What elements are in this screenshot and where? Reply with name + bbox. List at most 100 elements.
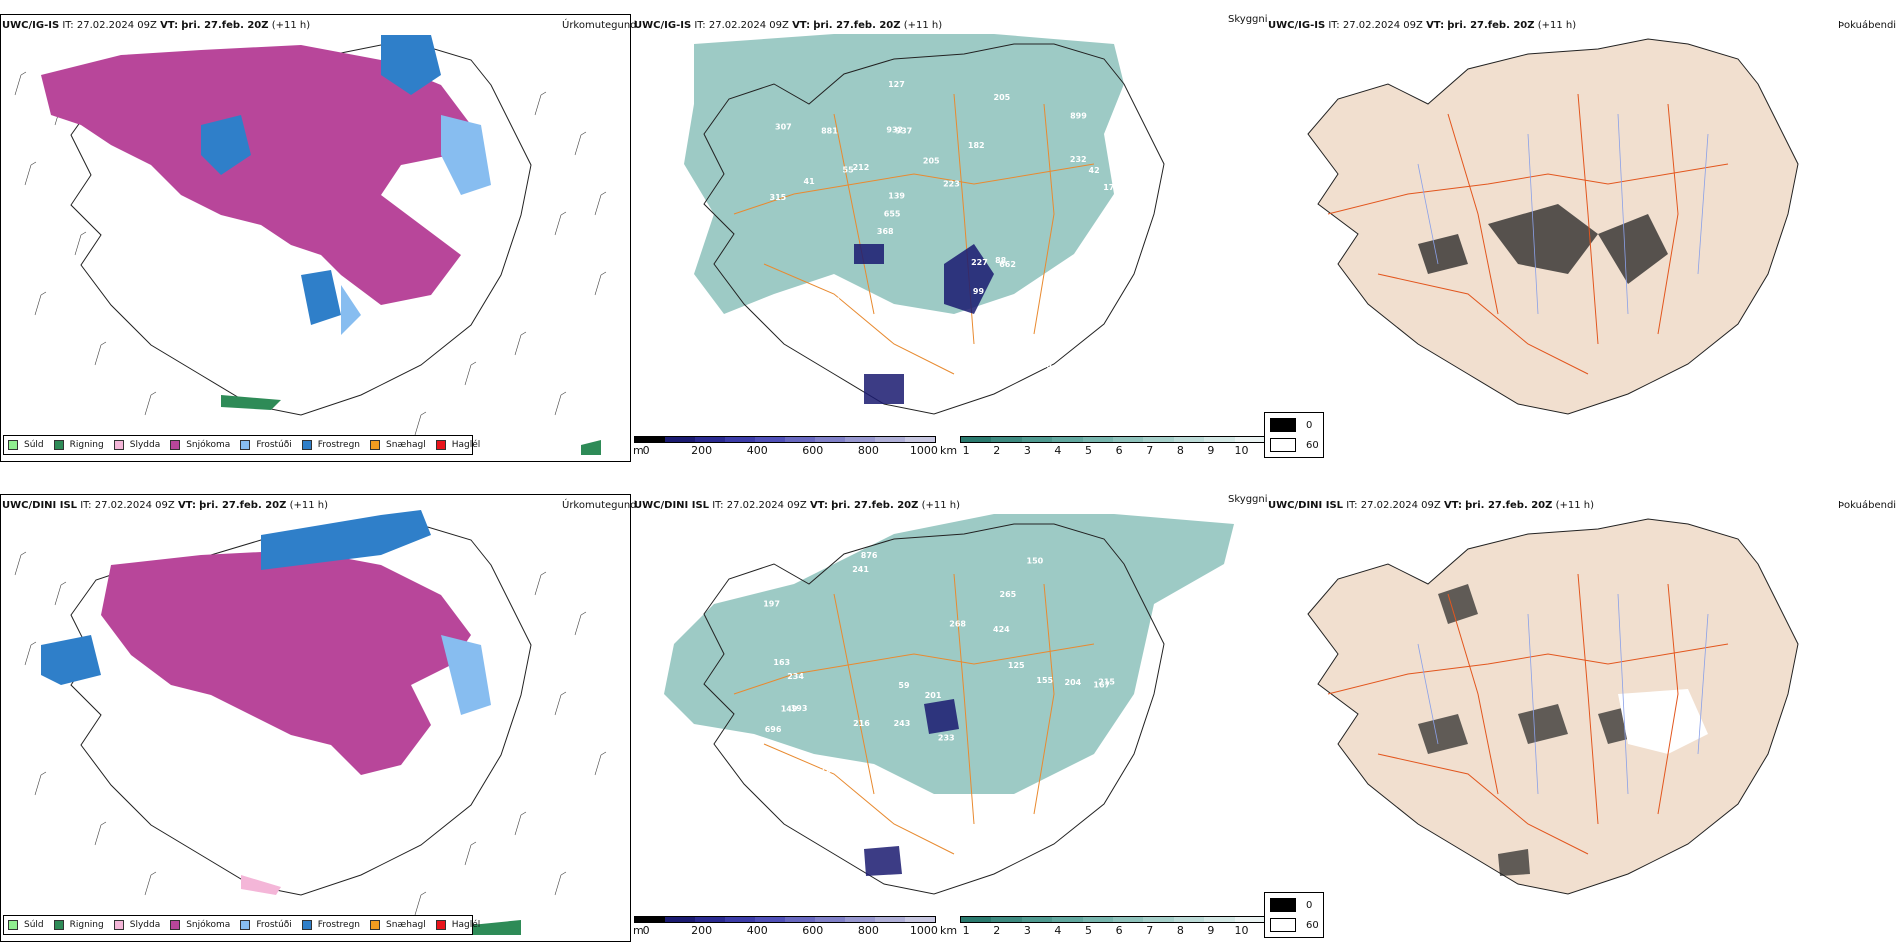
colorbar-swatch	[905, 917, 935, 922]
legend-label: Rigning	[69, 440, 104, 450]
ceiling-label: 265	[1000, 590, 1017, 599]
colorbar-swatch	[785, 437, 815, 442]
ceiling-label: 139	[888, 192, 905, 201]
legend-item-haglel: Haglél	[435, 920, 480, 930]
vt-label: VT:	[177, 500, 196, 511]
colorbar-swatch	[1052, 917, 1083, 922]
colorbar-tick: 200	[691, 924, 713, 937]
colorbar-swatch	[1143, 917, 1174, 922]
colorbar-swatch	[1113, 917, 1144, 922]
ceiling-unit: m	[633, 444, 644, 457]
ceiling-colorbar-swatches	[634, 916, 936, 923]
colorbar-tick: 6	[1115, 924, 1123, 937]
fog-legend-row: 0	[1270, 898, 1312, 912]
ceiling-label: 176	[823, 296, 840, 305]
ceiling-label: 268	[949, 619, 966, 628]
ceiling-label: 227	[971, 258, 988, 267]
legend-label: Snjókoma	[186, 920, 231, 930]
cloud-panel-bottom: 876 265 167 243 233 193 197 424 696 268 201 551 241 2…	[634, 494, 1264, 910]
it-value: 27.02.2024 09Z	[94, 500, 175, 511]
colorbar-swatch	[991, 917, 1022, 922]
ceiling-label: 876	[861, 551, 878, 560]
vt-label: VT:	[792, 20, 811, 31]
model-name: UWC/DINI ISL	[634, 500, 710, 511]
ceiling-label: 424	[993, 625, 1010, 634]
visibility-colorbar-ticks: 1 2 3 4 5 6 7 8 9 10	[960, 923, 1266, 937]
vt-label: VT:	[1426, 20, 1445, 31]
colorbar-swatch	[1173, 437, 1205, 442]
ceiling-label: 662	[999, 260, 1016, 269]
colorbar-swatch	[665, 437, 695, 442]
ceiling-label: 119	[1045, 813, 1062, 822]
colorbar-tick: 600	[802, 924, 824, 937]
colorbar-tick: 4	[1054, 924, 1062, 937]
legend-swatch	[370, 920, 381, 930]
road-network	[733, 573, 1095, 855]
it-label: IT:	[694, 20, 706, 31]
ceiling-label: 150	[1027, 556, 1044, 565]
fog-swatch-dark	[1270, 418, 1296, 432]
ceiling-label: 223	[943, 180, 960, 189]
ceiling-label: 197	[763, 600, 780, 609]
colorbar-tick: 8	[1176, 924, 1184, 937]
visibility-colorbar-top: 1 2 3 4 5 6 7 8 9 10 km	[940, 436, 1266, 457]
title-fog-bottom: Þokuábendi	[1838, 500, 1897, 511]
ceiling-label: 231	[750, 781, 767, 790]
colorbar-swatch	[1234, 917, 1266, 922]
colorbar-swatch	[1021, 437, 1053, 442]
colorbar-swatch	[991, 437, 1022, 442]
header-precip-bottom: UWC/DINI ISL IT: 27.02.2024 09Z VT: þri.…	[2, 500, 328, 511]
vt-value: þri. 27.feb. 20Z	[831, 500, 919, 511]
ceiling-label: 696	[765, 725, 782, 734]
ceiling-label: 211	[1060, 326, 1077, 335]
colorbar-tick: 9	[1207, 924, 1215, 937]
colorbar-swatch	[695, 917, 725, 922]
ceiling-label-group: 853 315 899 368 182 481 932 205 511 212 257 221 937 2…	[755, 80, 1121, 388]
colorbar-swatch	[1082, 437, 1114, 442]
colorbar-swatch	[1052, 437, 1083, 442]
colorbar-tick: 1	[962, 444, 970, 457]
colorbar-swatch	[1113, 437, 1144, 442]
it-label: IT:	[62, 20, 74, 31]
ceiling-label: 163	[773, 658, 790, 667]
ceiling-cells	[854, 244, 994, 404]
ceiling-label: 210	[943, 864, 960, 873]
legend-item-frostregn: Frostregn	[301, 440, 360, 450]
colorbar-swatch	[961, 437, 992, 442]
fog-map-bottom	[1307, 518, 1799, 895]
rain-area	[221, 395, 601, 455]
precip-panel-top: Súld Rigning Slydda Snjókoma Frostúði Fr…	[0, 14, 631, 462]
legend-label: Súld	[24, 920, 44, 930]
precip-legend-bottom: Súld Rigning Slydda Snjókoma Frostúði Fr…	[3, 915, 480, 935]
colorbar-swatch	[785, 917, 815, 922]
it-value: 27.02.2024 09Z	[708, 20, 789, 31]
vt-value: þri. 27.feb. 20Z	[1447, 20, 1535, 31]
it-label: IT:	[80, 500, 92, 511]
ceiling-label: 212	[853, 163, 870, 172]
ceiling-label: 149	[781, 705, 798, 714]
ceiling-label: 42	[769, 788, 780, 797]
legend-swatch	[53, 920, 64, 930]
it-label: IT:	[1346, 500, 1358, 511]
vt-label: VT:	[1443, 500, 1462, 511]
colorbar-tick: 7	[1146, 444, 1154, 457]
legend-swatch	[170, 440, 181, 450]
legend-swatch	[370, 440, 381, 450]
header-precip-top: UWC/IG-IS IT: 27.02.2024 09Z VT: þri. 27…	[2, 20, 310, 31]
ceiling-colorbar-bottom: 0 200 400 600 800 1000 m	[633, 916, 938, 937]
legend-item-sudl: Súld	[8, 440, 44, 450]
fog-legend-top: 0 60	[1264, 412, 1324, 458]
it-value: 27.02.2024 09Z	[1342, 20, 1423, 31]
river-network	[1417, 113, 1709, 315]
colorbar-tick: 1000	[909, 444, 938, 457]
ceiling-label: 881	[821, 127, 838, 136]
legend-item-snjokoma: Snjókoma	[170, 440, 230, 450]
model-name: UWC/IG-IS	[1268, 20, 1326, 31]
legend-label: Haglél	[451, 440, 481, 450]
ceiling-label: 55	[843, 165, 855, 174]
colorbar-tick: 2	[993, 444, 1001, 457]
model-name: UWC/DINI ISL	[2, 500, 78, 511]
ceiling-label: 197	[898, 815, 915, 824]
ceiling-label: 127	[888, 80, 905, 89]
precip-map-bottom	[14, 510, 607, 935]
